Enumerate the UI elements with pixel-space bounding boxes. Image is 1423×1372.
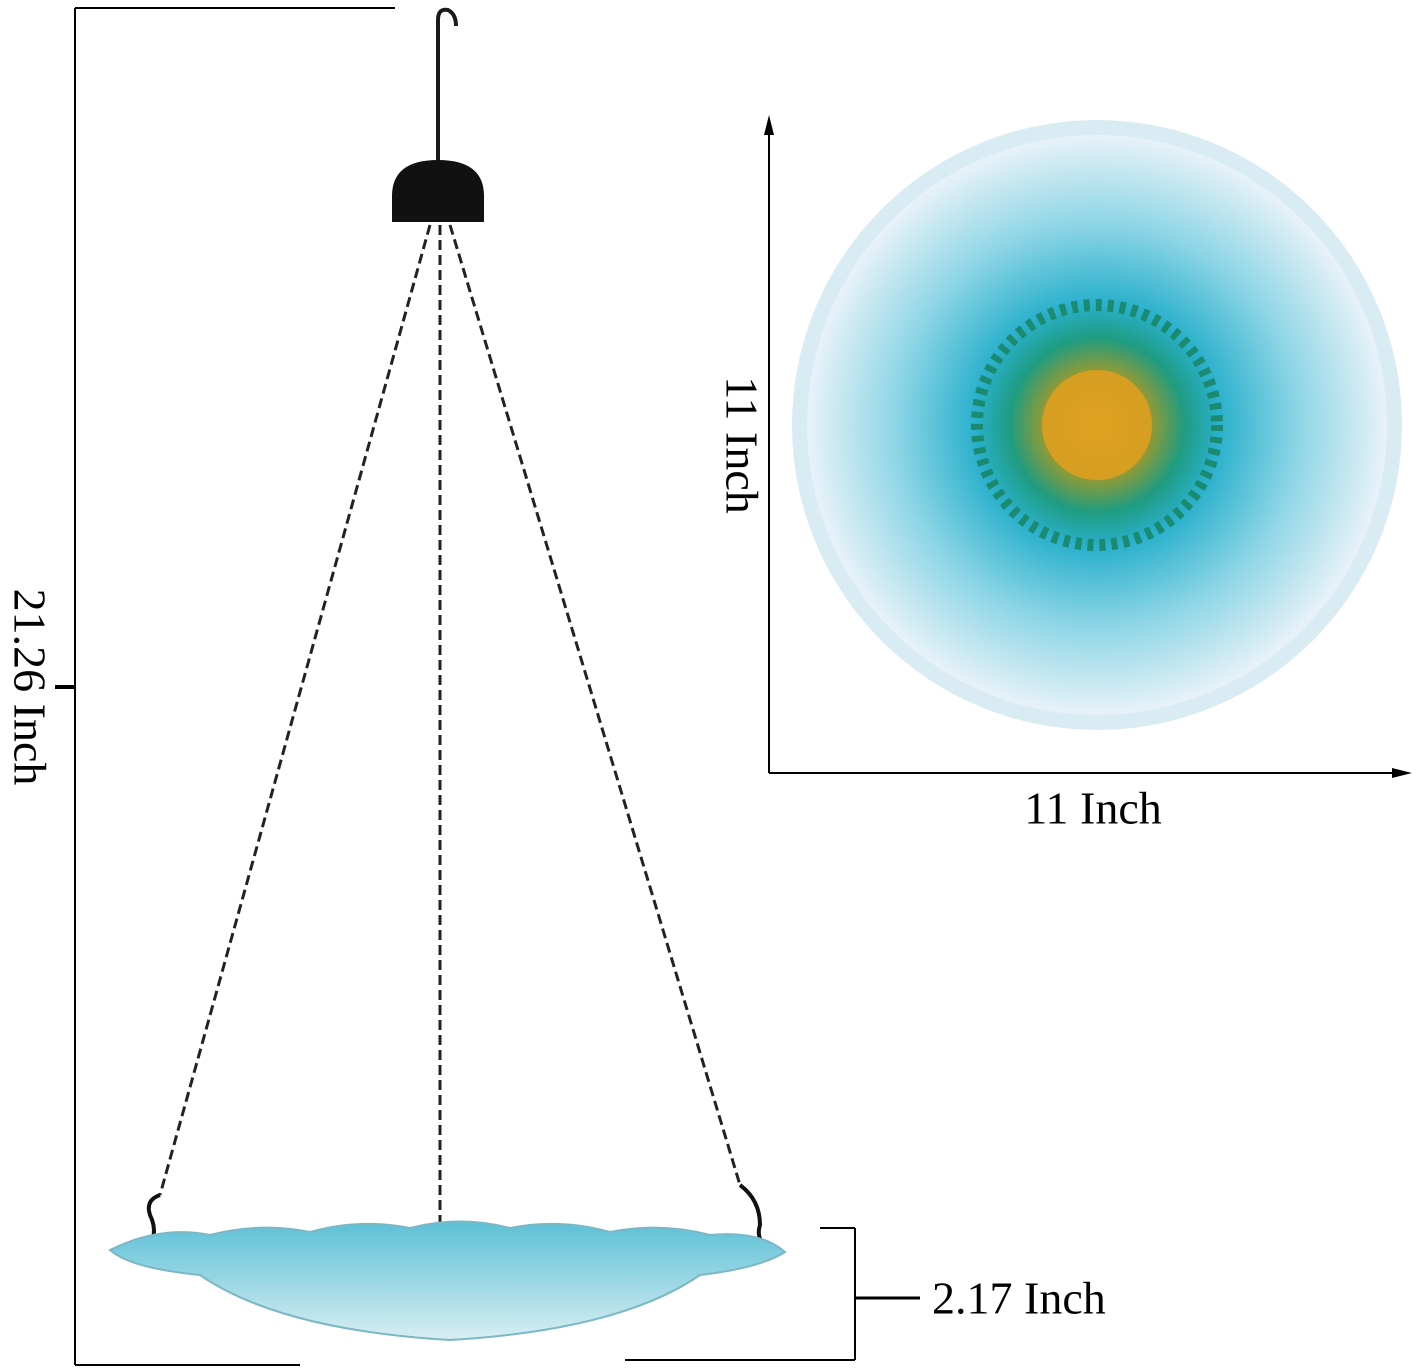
flower-width-label: 11 Inch — [1024, 782, 1162, 834]
cap — [392, 160, 484, 222]
bird-bath-bowl — [108, 1220, 787, 1342]
chains — [158, 224, 742, 1228]
bowl-depth-label: 2.17 Inch — [932, 1272, 1106, 1324]
flower-top-view — [792, 120, 1402, 730]
height-dimension-line — [55, 7, 395, 1366]
total-height-label: 21.26 Inch — [4, 588, 56, 786]
flower-height-label: 11 Inch — [716, 376, 768, 514]
depth-dimension-bracket — [625, 1227, 920, 1361]
hanging-hook-icon — [436, 7, 458, 162]
flower-dimension-axes — [764, 115, 1412, 778]
